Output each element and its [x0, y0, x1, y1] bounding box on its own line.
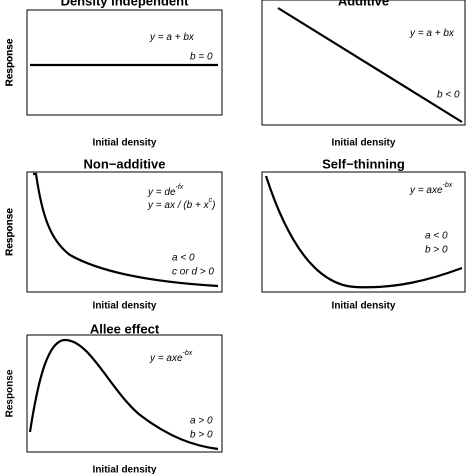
equation: y = a + bx	[409, 28, 455, 39]
condition: a > 0	[190, 416, 213, 427]
y-axis-label: Response	[5, 369, 16, 417]
curve	[264, 175, 463, 289]
equation: y = a + bx	[149, 32, 195, 43]
condition: a < 0	[172, 253, 195, 264]
equation-text: y = axe	[409, 185, 443, 196]
panel-title: Non−additive	[84, 156, 166, 171]
y-axis-label: Response	[5, 208, 16, 256]
condition: b < 0	[437, 90, 460, 101]
panel-title: Self−thinning	[322, 156, 405, 171]
equation-text: y = a + bx	[409, 28, 455, 39]
superscript: c	[209, 197, 213, 204]
y-axis-label: Response	[5, 38, 16, 86]
equation-text: y = a + bx	[149, 32, 195, 43]
condition: b = 0	[190, 52, 213, 63]
condition: b > 0	[425, 245, 448, 256]
equation: y = axe-bx	[409, 182, 453, 196]
superscript: -fx	[176, 184, 184, 191]
equation-text: y = axe	[149, 353, 183, 364]
panel-frame	[26, 171, 223, 293]
condition: c or d > 0	[172, 267, 214, 278]
x-axis-label: Initial density	[93, 138, 157, 149]
condition: b > 0	[190, 430, 213, 441]
x-axis-label: Initial density	[332, 301, 396, 312]
panel-frame	[261, 171, 466, 293]
curve	[277, 7, 463, 123]
curve	[33, 172, 219, 288]
panel-title: Density independent	[61, 0, 190, 8]
superscript: -bx	[443, 182, 453, 189]
x-axis-label: Initial density	[93, 465, 157, 474]
x-axis-label: Initial density	[93, 301, 157, 312]
equation: y = axe-bx	[149, 350, 193, 364]
curve	[28, 338, 219, 451]
equation-text: )	[211, 200, 215, 211]
equation-text: y = de	[147, 187, 176, 198]
equation: y = de-fx	[147, 184, 184, 198]
equation-text: y = ax / (b + x	[147, 200, 210, 211]
panel-frame	[26, 334, 223, 453]
panel-frame	[26, 9, 223, 116]
panel-title: Additive	[338, 0, 389, 8]
condition: a < 0	[425, 231, 448, 242]
superscript: -bx	[183, 350, 193, 357]
panel-frame	[261, 0, 466, 126]
equation: y = ax / (b + xc)	[147, 197, 215, 211]
y-axis-label: Response	[5, 38, 16, 86]
panel-title: Allee effect	[90, 321, 160, 336]
y-axis-label: Response	[5, 208, 16, 256]
x-axis-label: Initial density	[332, 138, 396, 149]
